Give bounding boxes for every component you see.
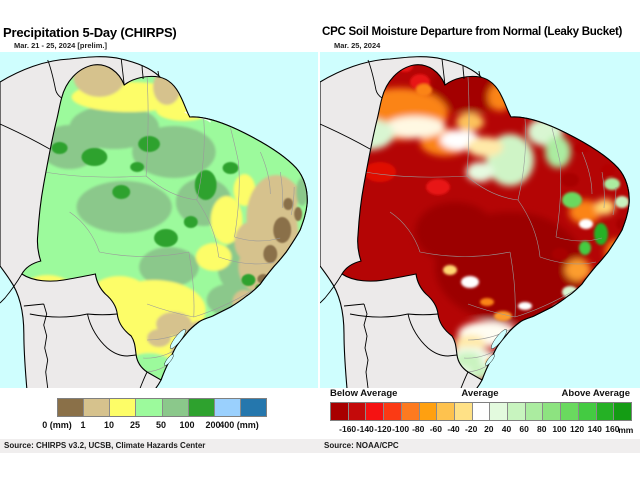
soil-source: Source: NOAA/CPC bbox=[324, 441, 399, 450]
legend-cell bbox=[595, 403, 614, 420]
tick-label: -100 bbox=[392, 424, 410, 434]
above-average-label: Above Average bbox=[561, 388, 630, 399]
tick-label: 100 bbox=[552, 424, 567, 434]
legend-cell bbox=[542, 403, 561, 420]
unit-label: mm bbox=[618, 425, 634, 435]
tick-label: 1 bbox=[80, 420, 86, 430]
legend-cell bbox=[560, 403, 578, 420]
tick-label: -160 bbox=[339, 424, 357, 434]
tick-label: 400 (mm) bbox=[219, 420, 259, 430]
below-average-label: Below Average bbox=[330, 388, 398, 399]
country-borders bbox=[320, 58, 630, 388]
legend-cell bbox=[471, 403, 490, 420]
legend-cell bbox=[418, 403, 437, 420]
tick-label: 25 bbox=[129, 420, 141, 430]
legend-cell bbox=[239, 399, 266, 416]
tick-label: 200 bbox=[205, 420, 221, 430]
precip-map-title: Precipitation 5-Day (CHIRPS) bbox=[3, 25, 177, 40]
legend-cell bbox=[436, 403, 454, 420]
legend-cell bbox=[331, 403, 348, 420]
legend-cell bbox=[187, 399, 214, 416]
legend-cell bbox=[507, 403, 525, 420]
legend-cell bbox=[83, 399, 110, 416]
precipitation-map bbox=[0, 52, 318, 388]
legend-cell bbox=[453, 403, 472, 420]
soil-map-title: CPC Soil Moisture Departure from Normal … bbox=[322, 25, 623, 38]
legend-cell bbox=[161, 399, 188, 416]
legend-cell bbox=[383, 403, 401, 420]
tick-label: 80 bbox=[537, 424, 547, 434]
tick-label: 20 bbox=[484, 424, 494, 434]
soil-moisture-map bbox=[320, 52, 640, 388]
legend-cell bbox=[347, 403, 366, 420]
legend-cell bbox=[524, 403, 543, 420]
source-strip: Source: CHIRPS v3.2, UCSB, Climate Hazar… bbox=[0, 439, 640, 453]
legend-cell bbox=[577, 403, 596, 420]
legend-cell bbox=[613, 403, 631, 420]
precip-source: Source: CHIRPS v3.2, UCSB, Climate Hazar… bbox=[4, 441, 206, 450]
soil-colorbar-ticks: mm -160 -140 -120 -100 -80 -60 -40 -20 20 40 60 80 1… bbox=[330, 424, 634, 436]
legend-cell bbox=[109, 399, 136, 416]
tick-label: 0 (mm) bbox=[42, 420, 72, 430]
state-borders bbox=[44, 76, 295, 373]
country-borders bbox=[0, 58, 308, 388]
tick-label: -140 bbox=[356, 424, 374, 434]
soil-map-date: Mar. 25, 2024 bbox=[334, 41, 381, 50]
legend-cell bbox=[213, 399, 240, 416]
average-label: Average bbox=[461, 388, 499, 399]
tick-label: 160 bbox=[605, 424, 620, 434]
state-borders bbox=[364, 76, 617, 373]
tick-label: -120 bbox=[374, 424, 392, 434]
tick-label: -80 bbox=[412, 424, 425, 434]
coastal-lagoons bbox=[164, 329, 186, 366]
soil-legend-header: Below Average Average Above Average bbox=[330, 388, 630, 400]
tick-label: 120 bbox=[569, 424, 585, 434]
legend-cell bbox=[365, 403, 384, 420]
legend-cell bbox=[489, 403, 508, 420]
tick-label: 10 bbox=[103, 420, 115, 430]
precip-map-date: Mar. 21 - 25, 2024 [prelim.] bbox=[14, 41, 107, 50]
legend-cell bbox=[135, 399, 162, 416]
precip-colorbar-ticks: 0 (mm) 1 10 25 50 100 200 400 (mm) bbox=[42, 420, 265, 432]
tick-label: 60 bbox=[519, 424, 529, 434]
soil-colorbar bbox=[330, 402, 632, 421]
coastal-lagoons bbox=[485, 329, 507, 366]
legend-cell bbox=[58, 399, 84, 416]
tick-label: 140 bbox=[587, 424, 602, 434]
tick-label: 40 bbox=[501, 424, 512, 434]
tick-label: -40 bbox=[447, 424, 460, 434]
precip-colorbar bbox=[57, 398, 267, 417]
legend-cell bbox=[400, 403, 419, 420]
tick-label: 100 bbox=[179, 420, 195, 430]
tick-label: -20 bbox=[465, 424, 478, 434]
tick-label: 50 bbox=[155, 420, 167, 430]
tick-label: -60 bbox=[429, 424, 443, 434]
